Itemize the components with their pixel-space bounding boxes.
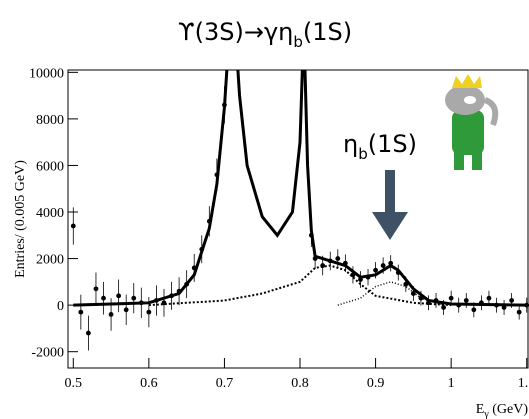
x-tick-label: 0.9: [367, 376, 385, 391]
title-sub: b: [293, 33, 303, 51]
x-tick-label: 1: [448, 376, 455, 391]
x-label-sub: γ: [483, 409, 489, 419]
data-point: [388, 260, 394, 266]
data-point: [123, 307, 129, 313]
data-point: [78, 309, 84, 315]
data-point: [509, 298, 515, 303]
annotation-main: η: [343, 130, 358, 158]
x-tick-label: 0.8: [291, 376, 309, 391]
x-tick-label: 1.: [518, 376, 529, 391]
x-label-tail: (GeV): [489, 402, 529, 417]
data-point: [516, 309, 522, 315]
annotation: ηb(1S): [343, 130, 417, 163]
fit-curve: [73, 70, 527, 307]
data-point: [116, 293, 122, 299]
mascot: [445, 74, 499, 170]
data-point: [373, 267, 378, 273]
title-main: ϒ(3S)→γη: [178, 18, 294, 46]
y-tick-label: 10000: [29, 66, 64, 81]
y-tick-label: -2000: [31, 346, 64, 361]
data-point: [108, 312, 114, 317]
y-tick-label: 4000: [36, 206, 64, 221]
data-point: [471, 307, 477, 313]
x-label-main: E: [476, 402, 485, 417]
data-point: [335, 256, 341, 261]
data-point: [146, 309, 152, 315]
plot-area: [70, 70, 529, 351]
x-tick-label: 0.6: [140, 376, 158, 391]
data-point: [380, 263, 386, 268]
annotation-sub: b: [358, 145, 368, 163]
fit-curve: [148, 264, 452, 307]
x-axis-label: Eγ (GeV): [476, 402, 529, 419]
title-tail: (1S): [303, 18, 352, 46]
arrow: [372, 170, 408, 240]
y-tick-label: 8000: [36, 113, 64, 128]
y-tick-label: 2000: [36, 253, 64, 268]
data-point: [486, 295, 492, 301]
plot-frame: [67, 69, 529, 369]
data-point: [441, 305, 447, 310]
data-point: [93, 286, 99, 292]
y-tick-label: 6000: [36, 159, 64, 174]
data-point: [463, 298, 469, 303]
chart-title: ϒ(3S)→γηb(1S): [178, 18, 352, 51]
data-point: [131, 295, 137, 301]
annotation-tail: (1S): [368, 130, 417, 158]
data-point: [101, 295, 106, 301]
x-tick-label: 0.7: [216, 376, 234, 391]
fit-curve: [337, 281, 444, 306]
x-tick-label: 0.5: [65, 376, 83, 391]
data-point: [70, 223, 76, 229]
y-tick-label: 0: [57, 299, 64, 314]
data-point: [410, 291, 416, 296]
data-point: [86, 330, 91, 336]
y-axis-label: Entries/ (0.005 GeV): [13, 160, 28, 278]
data-point: [448, 295, 454, 301]
